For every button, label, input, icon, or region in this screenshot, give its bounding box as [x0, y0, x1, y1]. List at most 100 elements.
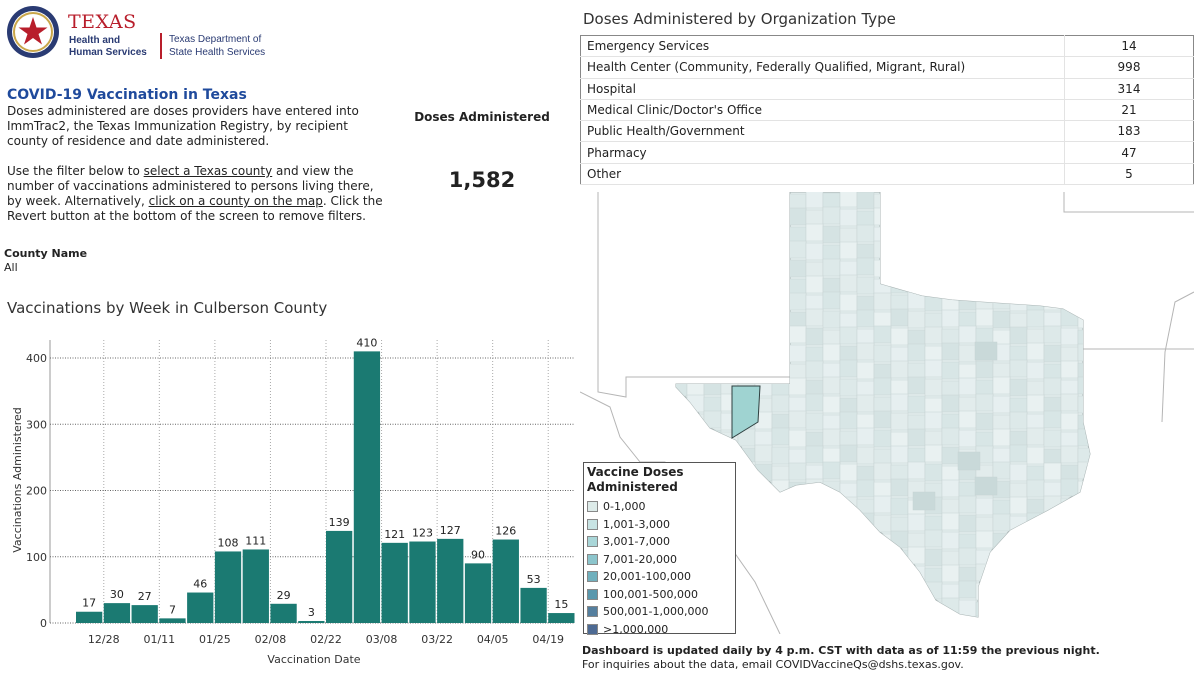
county-shape[interactable] — [1009, 463, 1028, 482]
county-shape[interactable] — [805, 223, 824, 242]
county-shape[interactable] — [1009, 444, 1028, 463]
county-shape[interactable] — [958, 344, 977, 363]
county-shape[interactable] — [1026, 446, 1045, 465]
county-shape[interactable] — [839, 326, 858, 345]
county-shape[interactable] — [941, 479, 960, 498]
legend-item[interactable]: >1,000,000 — [587, 621, 732, 639]
county-shape[interactable] — [890, 412, 909, 431]
county-shape[interactable] — [1043, 410, 1062, 429]
click-county-map-link[interactable]: click on a county on the map — [148, 194, 323, 208]
county-shape[interactable] — [1009, 411, 1028, 430]
county-shape[interactable] — [975, 530, 994, 549]
county-shape[interactable] — [839, 274, 858, 293]
county-shape[interactable] — [1060, 327, 1079, 346]
county-shape[interactable] — [856, 479, 875, 498]
county-shape[interactable] — [992, 395, 1011, 414]
county-shape[interactable] — [856, 342, 875, 361]
chart-bar[interactable] — [187, 592, 214, 623]
county-shape[interactable] — [873, 292, 892, 311]
county-shape[interactable] — [975, 360, 994, 379]
county-shape[interactable] — [1043, 344, 1062, 363]
county-shape[interactable] — [1026, 479, 1045, 498]
county-shape[interactable] — [941, 512, 960, 531]
county-shape[interactable] — [873, 344, 892, 363]
county-shape[interactable] — [1009, 496, 1028, 515]
county-shape[interactable] — [856, 224, 875, 243]
county-shape[interactable] — [975, 308, 994, 327]
county-shape[interactable] — [907, 343, 926, 362]
county-shape[interactable] — [1009, 326, 1028, 345]
chart-bar[interactable] — [437, 538, 464, 623]
county-shape[interactable] — [924, 359, 943, 378]
county-shape[interactable] — [805, 242, 824, 261]
county-shape[interactable] — [992, 376, 1011, 395]
legend-item[interactable]: 1,001-3,000 — [587, 516, 732, 534]
county-shape[interactable] — [958, 495, 977, 514]
chart-bar[interactable] — [131, 605, 158, 623]
chart-bar[interactable] — [298, 621, 325, 623]
county-shape[interactable] — [975, 393, 994, 412]
county-shape[interactable] — [822, 310, 841, 329]
county-shape[interactable] — [1043, 462, 1062, 481]
county-shape[interactable] — [890, 360, 909, 379]
county-shape[interactable] — [805, 445, 824, 464]
county-shape[interactable] — [1060, 478, 1079, 497]
county-shape[interactable] — [839, 192, 858, 208]
county-shape[interactable] — [975, 497, 994, 516]
county-shape[interactable] — [957, 451, 981, 471]
county-shape[interactable] — [941, 446, 960, 465]
county-shape[interactable] — [890, 308, 909, 327]
county-shape[interactable] — [941, 342, 960, 361]
county-shape[interactable] — [856, 427, 875, 446]
county-shape[interactable] — [856, 192, 875, 210]
county-shape[interactable] — [1026, 361, 1045, 380]
county-shape[interactable] — [805, 327, 824, 346]
county-shape[interactable] — [788, 344, 807, 363]
county-shape[interactable] — [788, 429, 807, 448]
county-shape[interactable] — [1043, 377, 1062, 396]
chart-bar[interactable] — [353, 351, 381, 623]
county-shape[interactable] — [873, 410, 892, 429]
county-shape[interactable] — [873, 377, 892, 396]
county-shape[interactable] — [1060, 445, 1079, 464]
county-shape[interactable] — [805, 393, 824, 412]
county-shape[interactable] — [822, 225, 841, 244]
chart-bar[interactable] — [326, 530, 353, 623]
county-shape[interactable] — [839, 444, 858, 463]
county-shape[interactable] — [856, 309, 875, 328]
org-table-row[interactable]: Health Center (Community, Federally Qual… — [580, 56, 1194, 79]
county-shape[interactable] — [788, 462, 807, 481]
county-shape[interactable] — [873, 429, 892, 448]
county-shape[interactable] — [856, 394, 875, 413]
culberson-county[interactable] — [731, 385, 761, 439]
county-shape[interactable] — [1060, 360, 1079, 379]
county-shape[interactable] — [839, 241, 858, 260]
county-shape[interactable] — [958, 580, 977, 599]
county-shape[interactable] — [1026, 309, 1045, 328]
county-shape[interactable] — [788, 377, 807, 396]
county-shape[interactable] — [941, 361, 960, 380]
county-shape[interactable] — [941, 564, 960, 583]
county-shape[interactable] — [839, 411, 858, 430]
county-shape[interactable] — [754, 444, 773, 463]
county-shape[interactable] — [1043, 325, 1062, 344]
org-table-row[interactable]: Other 5 — [580, 163, 1194, 186]
legend-item[interactable]: 7,001-20,000 — [587, 551, 732, 569]
county-filter-dropdown[interactable]: All — [4, 261, 18, 274]
county-shape[interactable] — [958, 325, 977, 344]
county-shape[interactable] — [873, 495, 892, 514]
county-shape[interactable] — [771, 427, 790, 446]
chart-bar[interactable] — [492, 539, 519, 623]
county-shape[interactable] — [907, 310, 926, 329]
county-shape[interactable] — [856, 257, 875, 276]
county-shape[interactable] — [822, 376, 841, 395]
county-shape[interactable] — [907, 376, 926, 395]
county-shape[interactable] — [941, 394, 960, 413]
county-shape[interactable] — [1026, 342, 1045, 361]
chart-bar[interactable] — [381, 542, 408, 623]
county-shape[interactable] — [1009, 378, 1028, 397]
county-shape[interactable] — [890, 393, 909, 412]
chart-bar[interactable] — [548, 613, 575, 623]
chart-bar[interactable] — [159, 618, 186, 623]
county-shape[interactable] — [822, 343, 841, 362]
